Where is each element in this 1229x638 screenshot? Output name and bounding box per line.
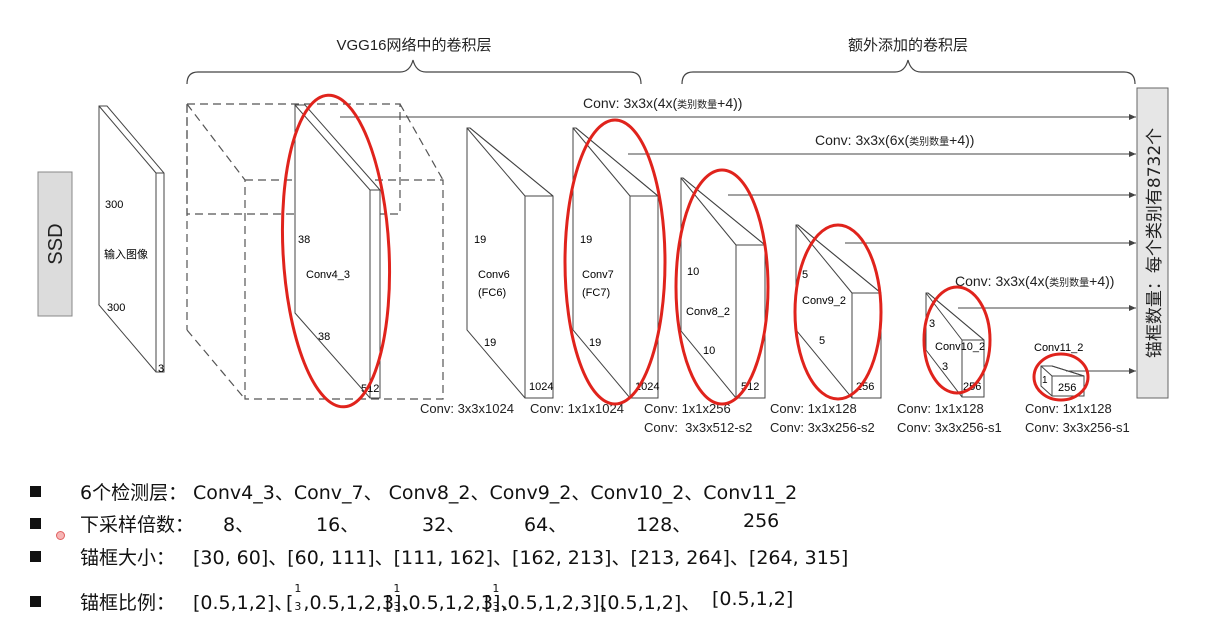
vgg-label: VGG16网络中的卷积层 <box>336 37 491 54</box>
conv7-size-left: 19 <box>580 234 592 246</box>
conv4-name: Conv4_3 <box>306 269 350 281</box>
arrow-labels: Conv: 3x3x(4x(类别数量+4)) Conv: 3x3x(6x(类别数… <box>583 95 1114 289</box>
downsample-value: 8、 <box>223 514 255 536</box>
conv11-size-left: 1 <box>1042 375 1048 386</box>
input-channels: 3 <box>158 363 164 375</box>
ratio-value-fraction: [1 3,0.5,1,2,3]、 <box>484 582 619 614</box>
conv11-name: Conv11_2 <box>1034 342 1083 354</box>
conv10-2-block <box>925 292 985 398</box>
highlight-conv9-2 <box>793 223 883 401</box>
arrow-label-2: Conv: 3x3x(6x(类别数量+4)) <box>815 132 974 148</box>
bullet-marker <box>30 551 41 562</box>
conv4-size-bottom: 38 <box>318 331 330 343</box>
ratio-value: [0.5,1,2]、 <box>193 592 294 614</box>
bullet-label: 下采样倍数： <box>80 514 195 536</box>
highlight-conv10-2 <box>922 285 992 395</box>
cursor-dot <box>56 531 65 540</box>
conv8-2-block <box>680 177 766 399</box>
conv6-size-left: 19 <box>474 234 486 246</box>
conv-label-c11b: Conv: 3x3x256-s1 <box>1025 420 1130 435</box>
input-image-block <box>98 105 165 373</box>
conv7-block <box>572 127 659 399</box>
ratio-value-fraction: [1 3,0.5,1,2,3]、 <box>286 582 421 614</box>
conv10-size-left: 3 <box>929 318 935 330</box>
downsample-value: 64、 <box>524 514 568 536</box>
input-size-top: 300 <box>105 199 123 211</box>
conv11-depth: 256 <box>1058 382 1076 394</box>
input-size-bottom: 300 <box>107 302 125 314</box>
vgg-brace <box>186 59 642 85</box>
downsample-value: 16、 <box>316 514 360 536</box>
downsample-value: 256 <box>743 510 780 532</box>
ssd-label: SSD <box>45 223 67 264</box>
conv8-name: Conv8_2 <box>686 306 730 318</box>
arrow-label-3: Conv: 3x3x(4x(类别数量+4)) <box>955 273 1114 289</box>
extra-label: 额外添加的卷积层 <box>848 37 968 54</box>
output-box-label: 锚框数量：每个类别有8732个 <box>1145 128 1165 358</box>
downsample-value: 32、 <box>422 514 466 536</box>
bullet-label: 6个检测层： <box>80 482 188 504</box>
conv-label-c8b: Conv: 3x3x512-s2 <box>644 420 752 435</box>
ratio-value-fraction: [1 3,0.5,1,2,3]、 <box>385 582 520 614</box>
conv6-size-bottom: 19 <box>484 337 496 349</box>
ratio-value: [0.5,1,2] <box>712 588 794 610</box>
bullet-label: 锚框比例： <box>80 592 176 614</box>
highlight-conv8-2 <box>674 168 770 406</box>
conv-label-c9b: Conv: 3x3x256-s2 <box>770 420 875 435</box>
ratio-value: [0.5,1,2]、 <box>600 592 701 614</box>
input-name: 输入图像 <box>104 247 148 261</box>
conv6-depth: 1024 <box>529 381 553 393</box>
detection-arrows <box>340 114 1136 374</box>
highlight-conv7 <box>563 118 667 406</box>
conv4-3-block <box>294 104 381 399</box>
conv6-block <box>466 127 554 399</box>
ssd-architecture-diagram: VGG16网络中的卷积层 额外添加的卷积层 SSD 300 输入图像 300 3… <box>37 37 1169 435</box>
ssd-box <box>37 171 73 317</box>
conv-label-c9a: Conv: 1x1x128 <box>770 401 857 416</box>
conv8-size-left: 10 <box>687 266 699 278</box>
conv-label-c7: Conv: 1x1x1024 <box>530 401 624 416</box>
conv-label-c8a: Conv: 1x1x256 <box>644 401 731 416</box>
conv9-name: Conv9_2 <box>802 295 846 307</box>
conv4-size-left: 38 <box>298 234 310 246</box>
detection-layer-highlights <box>280 93 1090 409</box>
conv7-name: Conv7 <box>582 269 614 281</box>
conv6-sub: (FC6) <box>478 287 506 299</box>
conv-label-c10a: Conv: 1x1x128 <box>897 401 984 416</box>
conv6-name: Conv6 <box>478 269 510 281</box>
bullet-marker <box>30 596 41 607</box>
output-box <box>1136 87 1169 399</box>
conv-labels: Conv: 3x3x1024 Conv: 1x1x1024 Conv: 1x1x… <box>420 401 1130 435</box>
highlight-conv4-3 <box>280 93 392 409</box>
conv10-size-bottom: 3 <box>942 361 948 373</box>
bullet-marker <box>30 486 41 497</box>
conv-label-c6: Conv: 3x3x1024 <box>420 401 514 416</box>
arrow-label-1: Conv: 3x3x(4x(类别数量+4)) <box>583 95 742 111</box>
conv-label-c11a: Conv: 1x1x128 <box>1025 401 1112 416</box>
highlight-conv11-2 <box>1032 352 1090 402</box>
conv9-size-left: 5 <box>802 269 808 281</box>
bullet-value: [30, 60]、[60, 111]、[111, 162]、[162, 213]… <box>193 547 849 569</box>
conv10-name: Conv10_2 <box>935 341 985 353</box>
extra-brace <box>681 59 1136 85</box>
bullet-value: Conv4_3、Conv_7、 Conv8_2、Conv9_2、Conv10_2… <box>193 482 798 504</box>
bullet-marker <box>30 518 41 529</box>
conv9-size-bottom: 5 <box>819 335 825 347</box>
conv8-size-bottom: 10 <box>703 345 715 357</box>
bullet-label: 锚框大小： <box>80 547 176 569</box>
conv7-size-bottom: 19 <box>589 337 601 349</box>
conv7-sub: (FC7) <box>582 287 610 299</box>
downsample-value: 128、 <box>636 514 692 536</box>
conv-label-c10b: Conv: 3x3x256-s1 <box>897 420 1002 435</box>
